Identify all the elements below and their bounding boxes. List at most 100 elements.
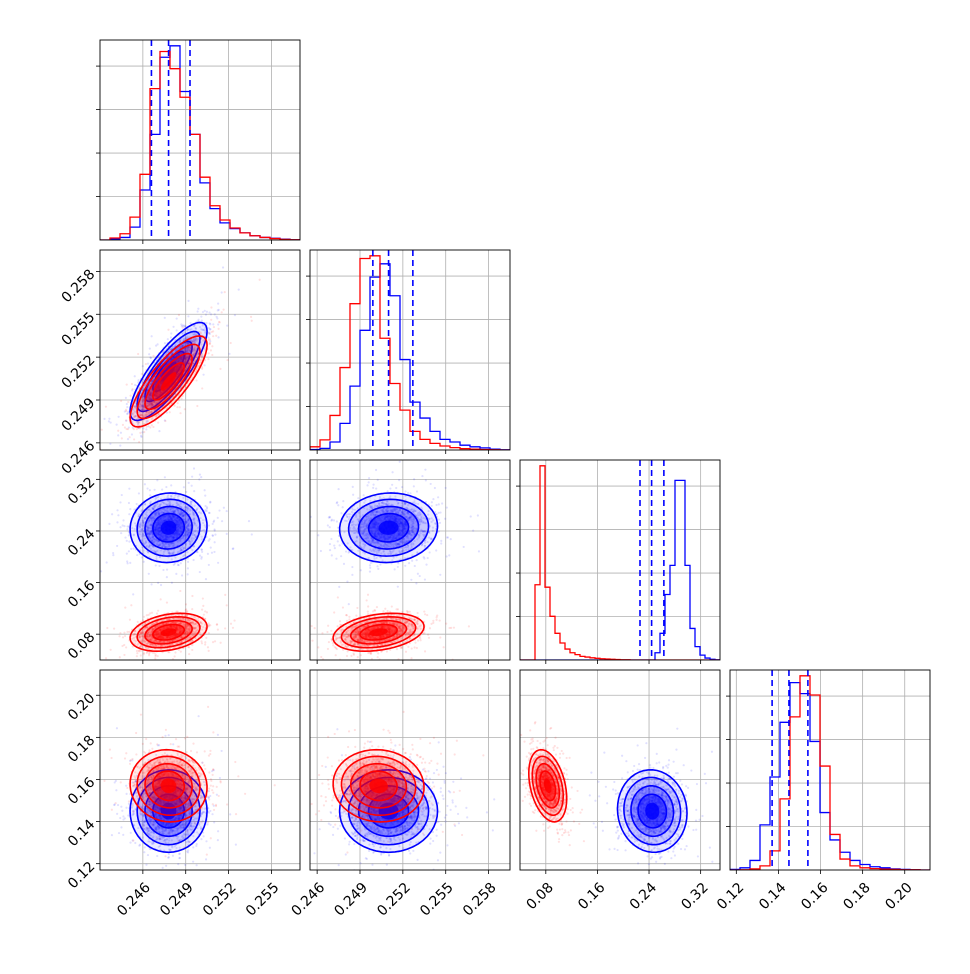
scatter-point <box>106 627 108 629</box>
scatter-point <box>176 329 178 331</box>
scatter-point <box>164 419 166 421</box>
scatter-point <box>199 474 201 476</box>
scatter-point <box>110 649 112 651</box>
scatter-point <box>124 635 126 637</box>
scatter-point <box>119 467 121 469</box>
scatter-point <box>150 357 152 359</box>
scatter-point <box>149 489 151 491</box>
scatter-point <box>151 612 153 614</box>
scatter-point <box>201 368 203 370</box>
scatter-point <box>222 309 224 311</box>
scatter-point <box>221 311 223 313</box>
scatter-point <box>174 405 176 407</box>
scatter-point <box>222 266 224 268</box>
scatter-point <box>120 400 122 402</box>
scatter-point <box>147 362 149 364</box>
scatter-point <box>165 486 167 488</box>
scatter-point <box>157 422 159 424</box>
scatter-point <box>121 494 123 496</box>
scatter-point <box>128 513 130 515</box>
scatter-point <box>197 308 199 310</box>
scatter-panel-2-0: 0.080.160.240.32 <box>65 446 300 676</box>
histogram-panel-0 <box>96 40 300 244</box>
scatter-point <box>177 402 179 404</box>
scatter-point <box>207 646 209 648</box>
scatter-point <box>136 655 138 657</box>
scatter-point <box>97 623 99 625</box>
scatter-point <box>148 653 150 655</box>
scatter-point <box>128 541 130 543</box>
histogram-series-1 <box>100 52 300 240</box>
scatter-point <box>119 632 121 634</box>
scatter-point <box>137 353 139 355</box>
scatter-point <box>151 424 153 426</box>
scatter-point <box>123 644 125 646</box>
scatter-point <box>108 523 110 525</box>
scatter-point <box>180 398 182 400</box>
scatter-point <box>208 352 210 354</box>
scatter-point <box>217 303 219 305</box>
scatter-point <box>199 571 201 573</box>
scatter-point <box>131 383 133 385</box>
scatter-point <box>206 611 208 613</box>
scatter-point <box>170 332 172 334</box>
scatter-point <box>97 436 99 438</box>
scatter-point <box>151 335 153 337</box>
scatter-point <box>88 464 90 466</box>
scatter-point <box>152 652 154 654</box>
scatter-point <box>179 590 181 592</box>
scatter-point <box>200 640 202 642</box>
y-tick-label: 0.258 <box>59 266 99 306</box>
scatter-point <box>133 438 135 440</box>
scatter-point <box>195 379 197 381</box>
scatter-point <box>126 383 128 385</box>
scatter-point <box>228 353 230 355</box>
scatter-point <box>125 397 127 399</box>
scatter-point <box>141 373 143 375</box>
scatter-point <box>217 323 219 325</box>
scatter-point <box>121 437 123 439</box>
scatter-point <box>110 661 112 663</box>
scatter-point <box>212 641 214 643</box>
scatter-point <box>127 401 129 403</box>
scatter-point <box>136 650 138 652</box>
scatter-point <box>131 433 133 435</box>
scatter-point <box>208 650 210 652</box>
scatter-point <box>128 550 130 552</box>
scatter-point <box>137 379 139 381</box>
scatter-point <box>123 632 125 634</box>
scatter-point <box>197 310 199 312</box>
scatter-point <box>126 428 128 430</box>
scatter-point <box>208 311 210 313</box>
scatter-point <box>233 619 235 621</box>
scatter-point <box>226 359 228 361</box>
scatter-point <box>170 336 172 338</box>
scatter-point <box>126 466 128 468</box>
scatter-point <box>202 597 204 599</box>
scatter-point <box>138 441 140 443</box>
scatter-point <box>208 327 210 329</box>
scatter-point <box>119 526 121 528</box>
scatter-point <box>224 594 226 596</box>
scatter-point <box>125 420 127 422</box>
scatter-point <box>143 616 145 618</box>
scatter-point <box>129 619 131 621</box>
scatter-point <box>180 323 182 325</box>
scatter-point <box>136 652 138 654</box>
scatter-point <box>116 423 118 425</box>
scatter-point <box>127 412 129 414</box>
scatter-point <box>156 479 158 481</box>
scatter-point <box>191 608 193 610</box>
histogram-series-1 <box>310 256 510 450</box>
scatter-point <box>251 320 253 322</box>
scatter-point <box>205 314 207 316</box>
scatter-point <box>175 573 177 575</box>
scatter-point <box>130 452 132 454</box>
scatter-point <box>212 330 214 332</box>
scatter-point <box>209 340 211 342</box>
y-tick-label: 0.252 <box>59 352 99 392</box>
scatter-point <box>224 627 226 629</box>
scatter-point <box>128 631 130 633</box>
scatter-point <box>218 321 220 323</box>
